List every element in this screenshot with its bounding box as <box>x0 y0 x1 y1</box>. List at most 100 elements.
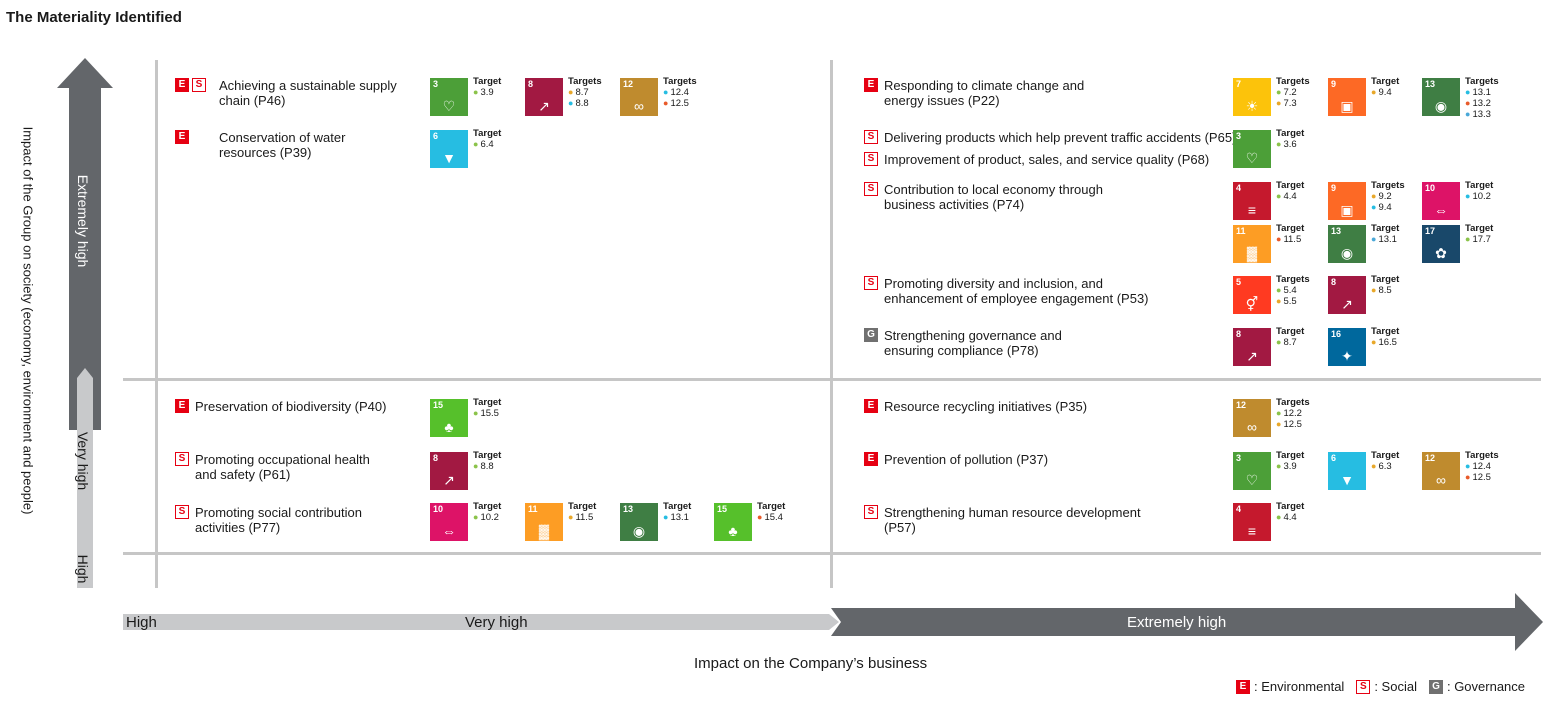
category-badge-s: S <box>864 182 878 196</box>
target-bullet-icon: ● <box>1465 191 1471 201</box>
sdg-goal-number: 15 <box>717 504 728 514</box>
target-bullet-icon: ● <box>1465 472 1471 482</box>
sdg-goal-number: 4 <box>1236 183 1242 193</box>
item-title-line1: Prevention of pollution (P37) <box>884 452 1049 467</box>
materiality-item: S Promoting diversity and inclusion, and e… <box>864 276 1149 306</box>
sdg-targets: Target ● 4.4 <box>1276 502 1304 523</box>
sdg-goal-number: 15 <box>433 400 444 410</box>
infinity-icon: ∞ <box>1436 472 1446 488</box>
flower-icon: ✿ <box>1435 245 1447 261</box>
target-value: 13.1 <box>670 512 689 523</box>
target-value: 3.9 <box>1283 461 1297 472</box>
category-badge-s: S <box>864 505 878 519</box>
sdg-targets: Target ● 8.5 <box>1371 275 1399 296</box>
target-bullet-icon: ● <box>1371 234 1377 244</box>
x-arrow-light-segment <box>123 614 839 630</box>
category-badges: G <box>864 328 884 342</box>
target-bullet-icon: ● <box>1276 461 1282 471</box>
sdg-goal-12-tile: 12 ∞ <box>1233 399 1271 437</box>
sdg-goal-number: 9 <box>1331 79 1337 89</box>
sdg-goal-13-tile: 13 ◉ <box>1422 78 1460 116</box>
target-value: 16.5 <box>1378 337 1397 348</box>
heartbeat-icon: ♡ <box>442 98 456 114</box>
target-bullet-icon: ● <box>1371 337 1377 347</box>
target-bullet-icon: ● <box>473 461 479 471</box>
target-value: 11.5 <box>1283 234 1302 245</box>
category-badge-e: E <box>864 399 878 413</box>
item-title-line1: Preservation of biodiversity (P40) <box>195 399 387 414</box>
sdg-goal-12-tile: 12 ∞ <box>620 78 658 116</box>
sdg-targets: Target ● 8.7 <box>1276 327 1304 348</box>
target-bullet-icon: ● <box>1371 461 1377 471</box>
target-bullet-icon: ● <box>1276 408 1282 418</box>
target-bullet-icon: ● <box>757 512 763 522</box>
target-value: 12.4 <box>1472 461 1491 472</box>
sdg-targets: Targets ● 13.1 ● 13.2 ● 13.3 <box>1465 77 1499 120</box>
sdg-goal-number: 12 <box>1236 400 1247 410</box>
category-badges: E <box>175 130 219 144</box>
sdg-targets-label: Target <box>473 128 502 139</box>
sdg-goal-13-tile: 13 ◉ <box>1328 225 1366 263</box>
target-value: 4.4 <box>1283 191 1297 202</box>
eye-earth-icon: ◉ <box>1340 245 1354 261</box>
target-bullet-icon: ● <box>663 87 669 97</box>
target-value: 13.3 <box>1472 109 1491 120</box>
category-badges: S <box>864 152 884 166</box>
sdg-goal-4-tile: 4 ≡ <box>1233 503 1271 541</box>
item-title-line2: and safety (P61) <box>195 467 291 482</box>
sdg-targets-label: Target <box>1276 501 1305 512</box>
sdg-goal-number: 8 <box>433 453 439 463</box>
sdg-goal-number: 3 <box>433 79 439 89</box>
item-title-line1: Strengthening human resource development <box>884 505 1141 520</box>
legend-governance-label: : Governance <box>1446 679 1526 694</box>
sdg-targets-label: Target <box>1371 274 1400 285</box>
category-badge-s: S <box>175 452 189 466</box>
target-value: 5.5 <box>1283 296 1297 307</box>
sdg-goal-10-tile: 10 ⇔ <box>1422 182 1460 220</box>
sdg-targets-label: Target <box>1371 223 1400 234</box>
sdg-targets: Target ● 3.6 <box>1276 129 1304 150</box>
sdg-goal-12-tile: 12 ∞ <box>1422 452 1460 490</box>
sdg-goal-number: 9 <box>1331 183 1337 193</box>
sdg-goal-16-tile: 16 ✦ <box>1328 328 1366 366</box>
sdg-goal-4-tile: 4 ≡ <box>1233 182 1271 220</box>
target-bullet-icon: ● <box>1276 285 1282 295</box>
target-bullet-icon: ● <box>568 512 574 522</box>
category-badges: S <box>864 276 884 290</box>
category-badges: S <box>864 182 884 196</box>
item-title-line1: Achieving a sustainable supply <box>219 78 397 93</box>
sdg-goal-number: 13 <box>1425 79 1436 89</box>
sdg-targets-label: Target <box>1276 128 1305 139</box>
materiality-item: E S Achieving a sustainable supply chain (P… <box>175 78 397 108</box>
target-bullet-icon: ● <box>663 512 669 522</box>
x-level-high: High <box>126 614 157 631</box>
sdg-goal-number: 7 <box>1236 79 1242 89</box>
target-value: 9.4 <box>1378 202 1392 213</box>
y-axis-label: Impact of the Group on society (economy,… <box>20 126 36 515</box>
equality-icon: ⇔ <box>442 523 456 539</box>
materiality-item: S Promoting social contribution activities… <box>175 505 362 535</box>
sdg-targets: Target ● 10.2 <box>473 502 501 523</box>
target-value: 3.6 <box>1283 139 1297 150</box>
sdg-targets-label: Target <box>1276 326 1305 337</box>
sdg-goal-number: 17 <box>1425 226 1436 236</box>
target-bullet-icon: ● <box>473 87 479 97</box>
sdg-targets: Target ● 9.4 <box>1371 77 1399 98</box>
item-title-line2: activities (P77) <box>195 520 281 535</box>
sdg-goal-number: 13 <box>1331 226 1342 236</box>
target-bullet-icon: ● <box>1371 285 1377 295</box>
sdg-targets-label: Target <box>1371 326 1400 337</box>
growth-chart-icon: ↗ <box>538 98 550 114</box>
x-axis-arrow <box>123 593 1543 651</box>
growth-chart-icon: ↗ <box>443 472 455 488</box>
sdg-targets-label: Targets <box>568 76 602 87</box>
sdg-goal-8-tile: 8 ↗ <box>430 452 468 490</box>
target-value: 13.1 <box>1378 234 1397 245</box>
sdg-goal-number: 6 <box>1331 453 1337 463</box>
sdg-goal-number: 10 <box>1425 183 1436 193</box>
growth-chart-icon: ↗ <box>1246 348 1258 364</box>
target-value: 7.2 <box>1283 87 1297 98</box>
tree-icon: ♣ <box>444 419 454 435</box>
sdg-targets: Target ● 6.3 <box>1371 451 1399 472</box>
book-icon: ≡ <box>1247 202 1257 218</box>
